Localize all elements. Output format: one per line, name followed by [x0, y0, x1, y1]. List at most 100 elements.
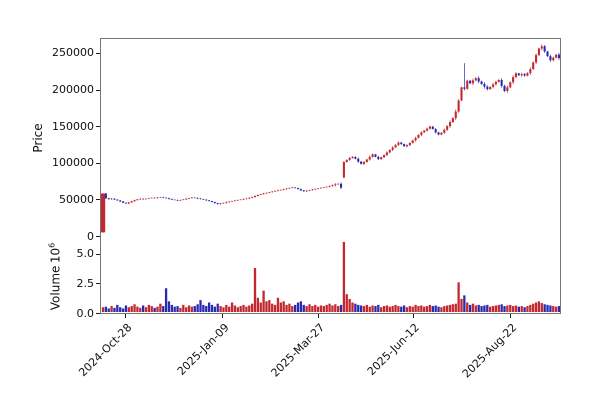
candle-body — [489, 86, 492, 90]
price-tick-label: 0 — [87, 229, 94, 243]
volume-bar — [537, 301, 541, 312]
candle-body — [328, 186, 331, 187]
candle-body — [167, 198, 171, 199]
tick-mark — [96, 89, 100, 91]
volume-bar — [380, 307, 383, 312]
candle-body — [471, 80, 475, 84]
volume-bar — [388, 306, 391, 312]
candle-body — [466, 80, 469, 89]
candle-body — [535, 55, 538, 63]
candle-body — [417, 134, 420, 138]
candle-body — [469, 80, 472, 84]
candle-body — [437, 132, 440, 135]
x-date-tick-label: 2025-Mar-27 — [268, 321, 328, 380]
candle-body — [274, 190, 277, 192]
candle-body — [288, 187, 291, 189]
volume-bar — [285, 304, 288, 312]
volume-bar — [207, 302, 211, 312]
volume-bar — [486, 304, 489, 312]
volume-bar — [279, 302, 282, 312]
volume-bar — [205, 306, 208, 312]
candle-body — [311, 189, 314, 191]
volume-bar — [242, 304, 245, 312]
candle-body — [345, 159, 348, 163]
candle-body — [142, 198, 145, 200]
candle-body — [150, 197, 153, 199]
volume-bar — [282, 301, 285, 312]
volume-bar — [202, 304, 205, 312]
candle-wick — [464, 63, 465, 91]
volume-bar — [136, 306, 139, 312]
candle-body — [276, 190, 279, 191]
tick-mark — [318, 314, 320, 318]
candle-body — [463, 87, 466, 89]
volume-bar — [288, 303, 291, 312]
candle-body — [517, 73, 520, 76]
volume-bar — [159, 303, 162, 312]
volume-bar — [423, 306, 426, 312]
candle-body — [457, 100, 460, 112]
volume-bar — [549, 305, 552, 312]
candle-body — [360, 161, 363, 164]
price-tick-label: 250000 — [52, 46, 94, 60]
tick-mark — [96, 52, 100, 54]
tick-mark — [124, 314, 126, 318]
volume-bar — [534, 302, 538, 312]
volume-bar — [500, 304, 503, 312]
candle-body — [549, 56, 552, 61]
volume-bar — [351, 302, 354, 312]
x-date-tick-label: 2024-Oct-28 — [75, 321, 135, 380]
tick-mark — [96, 162, 100, 164]
candle-body — [440, 132, 443, 135]
candle-body — [213, 202, 216, 204]
candle-body — [176, 200, 179, 201]
candle-body — [365, 159, 368, 163]
candle-body — [139, 198, 142, 200]
candle-body — [371, 154, 374, 157]
candle-body — [552, 57, 555, 61]
volume-bar — [483, 305, 486, 312]
volume-bar — [440, 307, 443, 312]
candle-body — [228, 201, 231, 203]
candle-body — [383, 155, 386, 158]
candle-body — [420, 132, 423, 135]
volume-bar — [248, 305, 251, 312]
candle-body — [523, 74, 526, 76]
volume-bar — [400, 306, 403, 312]
volume-bar — [477, 304, 480, 312]
candle-body — [193, 197, 196, 199]
volume-bar — [345, 294, 348, 312]
candle-body — [446, 126, 449, 130]
volume-bar — [328, 303, 331, 312]
candle-body — [314, 188, 317, 190]
candle-body — [124, 202, 127, 204]
candle-body — [557, 54, 560, 59]
volume-bar — [523, 307, 526, 312]
candle-body — [299, 189, 302, 191]
volume-bar — [276, 297, 280, 312]
volume-panel — [100, 236, 561, 314]
volume-bar — [230, 302, 234, 312]
candle-body — [279, 189, 282, 191]
volume-bar — [397, 306, 400, 312]
volume-bar — [514, 305, 518, 312]
tick-mark — [96, 253, 100, 255]
volume-bar — [402, 305, 406, 312]
candle-body — [210, 201, 214, 203]
volume-bar — [294, 304, 297, 312]
volume-bar — [374, 306, 377, 312]
volume-bar — [506, 305, 509, 312]
candle-body — [199, 198, 202, 200]
volume-bar — [107, 308, 110, 312]
volume-bar — [471, 303, 475, 312]
volume-bar — [540, 303, 543, 312]
volume-bar — [448, 304, 452, 312]
candle-body — [342, 162, 345, 178]
candle-body — [208, 200, 211, 202]
volume-bar — [259, 302, 262, 312]
tick-mark — [222, 314, 224, 318]
volume-bar — [144, 307, 148, 312]
volume-bar — [196, 304, 199, 312]
tick-mark — [413, 314, 415, 318]
tick-mark — [96, 313, 100, 314]
